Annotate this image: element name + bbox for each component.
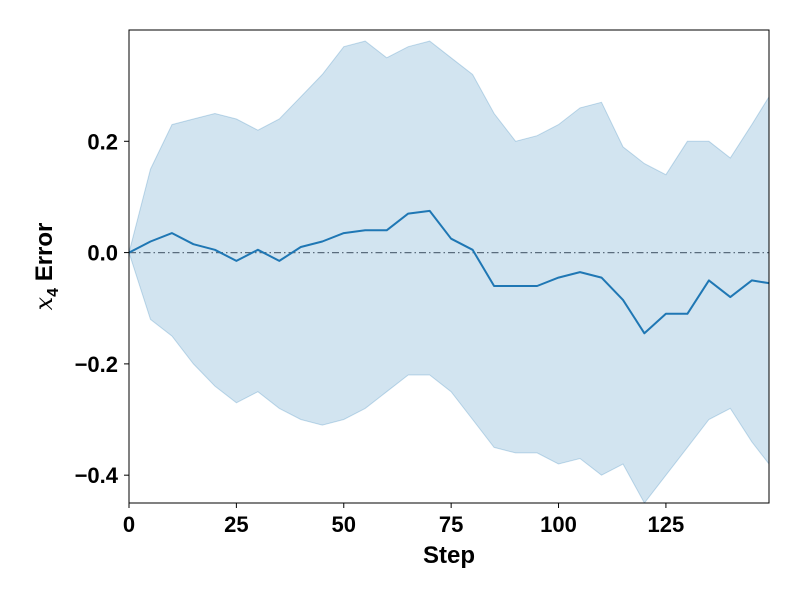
x-tick-label: 0 xyxy=(123,512,135,537)
x-tick-label: 75 xyxy=(439,512,463,537)
error-band xyxy=(129,40,769,503)
mean-error-line xyxy=(129,209,769,335)
plot-area xyxy=(128,29,770,504)
y-axis-label: x4 Error xyxy=(30,223,62,311)
y-tick-label: −0.2 xyxy=(75,352,118,377)
y-axis-label-subscript: 4 xyxy=(45,288,62,297)
y-tick-label: 0.2 xyxy=(87,129,118,154)
x-tick-label: 25 xyxy=(224,512,248,537)
y-tick-label: 0.0 xyxy=(87,241,118,266)
y-tick-label: −0.4 xyxy=(75,463,119,488)
x-tick-label: 125 xyxy=(648,512,685,537)
y-axis-label-text: Error xyxy=(31,223,58,288)
y-axis: 0.2 0.0 −0.2 −0.4 xyxy=(75,129,129,488)
y-axis-label-symbol: x xyxy=(30,296,58,310)
x-axis: 0 25 50 75 100 125 xyxy=(123,503,684,537)
x-tick-label: 50 xyxy=(332,512,356,537)
plot-frame xyxy=(128,29,770,504)
x-axis-label: Step xyxy=(423,542,475,569)
x-tick-label: 100 xyxy=(540,512,577,537)
